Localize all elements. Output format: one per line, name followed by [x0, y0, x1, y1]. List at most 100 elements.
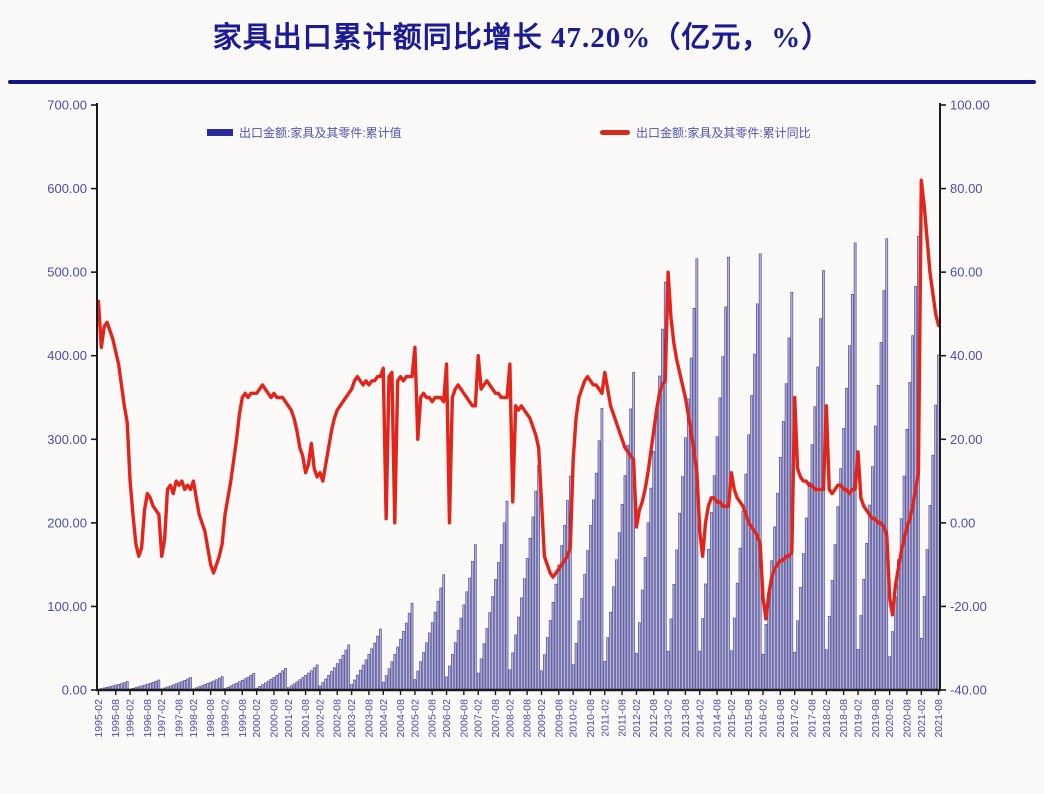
bar	[787, 337, 791, 691]
bar	[494, 579, 497, 691]
x-axis-tick-label: 2015-08	[743, 699, 755, 738]
x-axis-tick-label: 2005-02	[409, 699, 421, 738]
right-axis-tick-label: -20.00	[950, 599, 987, 614]
bar	[399, 638, 402, 691]
bar	[528, 537, 532, 691]
bar	[859, 615, 863, 691]
bar	[594, 472, 598, 691]
bar	[307, 672, 310, 691]
bar	[902, 475, 906, 691]
bar	[807, 482, 811, 691]
bar	[810, 444, 814, 691]
right-axis-tick-label: 80.00	[950, 181, 983, 196]
x-axis-tick-label: 2014-08	[712, 699, 724, 738]
bar	[468, 577, 471, 691]
right-axis-tick-label: 100.00	[950, 98, 990, 113]
x-axis-tick-label: 2009-02	[536, 699, 548, 738]
bar	[891, 631, 894, 691]
bar	[606, 637, 610, 691]
bar	[836, 506, 840, 691]
bar	[338, 659, 342, 691]
bar	[376, 635, 379, 691]
bar	[707, 548, 710, 691]
bar	[574, 643, 578, 691]
left-axis-tick-label: 500.00	[47, 265, 87, 280]
bar	[879, 342, 883, 691]
bar	[589, 525, 592, 691]
bar	[459, 617, 463, 691]
bar	[753, 353, 756, 691]
bar	[632, 372, 635, 691]
bar	[603, 661, 607, 691]
legend-label-cumulative-value: 出口金额:家具及其零件:累计值	[239, 126, 402, 140]
bar	[684, 437, 687, 691]
bar	[413, 679, 417, 691]
bar	[615, 559, 618, 691]
x-axis-tick-label: 2004-02	[378, 699, 390, 738]
x-axis-tick-label: 2010-02	[568, 699, 580, 738]
bar	[894, 596, 897, 691]
left-axis-tick-label: 300.00	[47, 432, 87, 447]
x-axis-tick-label: 1999-02	[220, 699, 232, 738]
x-axis-tick-label: 1995-08	[110, 699, 122, 738]
bar	[692, 308, 696, 691]
bar	[491, 596, 494, 691]
bar	[180, 681, 184, 691]
x-axis-tick-label: 1997-08	[173, 699, 185, 738]
left-axis-tick-label: 400.00	[47, 348, 87, 363]
bar	[646, 522, 650, 691]
bar	[609, 611, 612, 691]
bar	[238, 681, 241, 691]
bar	[839, 468, 843, 691]
bar	[474, 544, 477, 691]
bar	[422, 652, 425, 691]
x-axis-tick-label: 2019-08	[870, 699, 882, 738]
bar	[580, 598, 584, 691]
bar	[402, 631, 405, 691]
bar	[396, 646, 399, 691]
x-axis-tick-label: 2017-02	[789, 699, 801, 738]
right-axis-tick-label: 40.00	[950, 348, 983, 363]
bar	[796, 620, 799, 691]
bar	[384, 675, 388, 691]
x-axis-tick-label: 2016-08	[775, 699, 787, 738]
bar	[735, 582, 739, 691]
x-axis-tick-label: 2020-02	[884, 699, 896, 738]
x-axis-tick-label: 1996-08	[142, 699, 154, 738]
x-axis-tick-label: 1996-02	[125, 699, 137, 738]
bar	[715, 436, 719, 691]
bar	[554, 583, 558, 691]
bar	[848, 345, 851, 691]
bar	[643, 557, 647, 691]
bar	[212, 680, 215, 691]
bar	[701, 618, 704, 691]
bar	[583, 574, 586, 691]
bar	[885, 238, 889, 691]
bar	[784, 383, 788, 691]
bar	[525, 558, 529, 691]
x-axis-tick-label: 2018-02	[821, 699, 833, 738]
bar	[427, 632, 431, 691]
bar	[761, 653, 765, 691]
bar	[704, 583, 707, 691]
bar	[623, 475, 627, 691]
x-axis-tick-label: 2007-08	[490, 699, 502, 738]
bar	[240, 679, 244, 691]
bar	[281, 670, 284, 691]
bar	[689, 357, 693, 691]
bar	[776, 492, 779, 691]
bar	[125, 681, 129, 691]
bar	[557, 564, 561, 691]
bar	[865, 543, 868, 691]
x-axis-tick-label: 2012-08	[648, 699, 660, 738]
bar	[404, 622, 408, 691]
bar	[517, 616, 520, 691]
bar	[620, 503, 624, 691]
bar	[842, 428, 845, 691]
bar	[919, 637, 923, 691]
bar	[830, 580, 834, 691]
bar	[793, 651, 797, 691]
axes	[96, 103, 941, 692]
